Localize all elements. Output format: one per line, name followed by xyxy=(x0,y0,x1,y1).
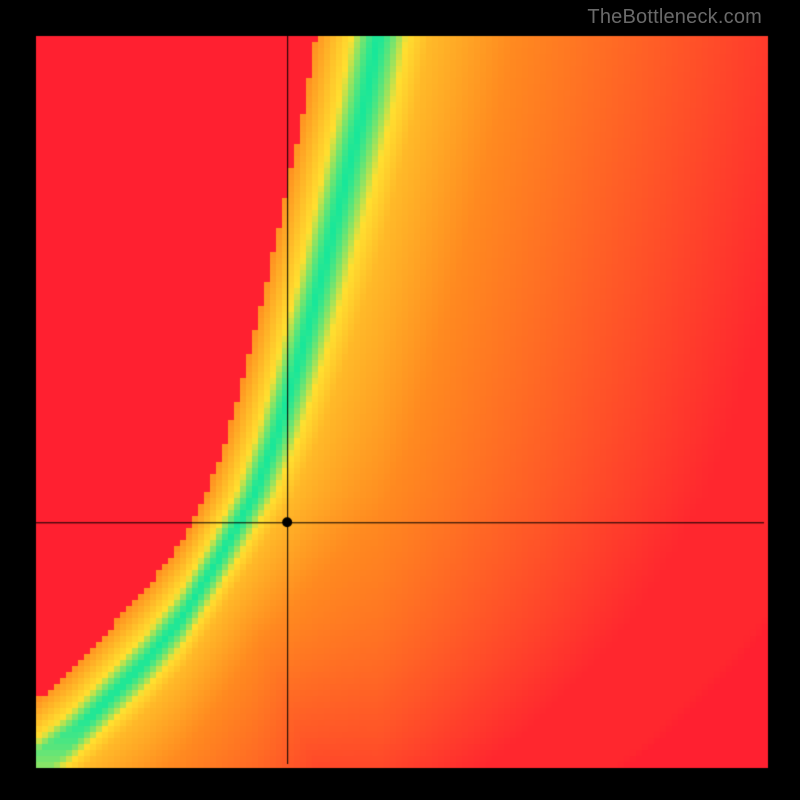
watermark-text: TheBottleneck.com xyxy=(587,6,762,29)
bottleneck-heatmap xyxy=(0,0,800,800)
chart-container: TheBottleneck.com xyxy=(0,0,800,800)
